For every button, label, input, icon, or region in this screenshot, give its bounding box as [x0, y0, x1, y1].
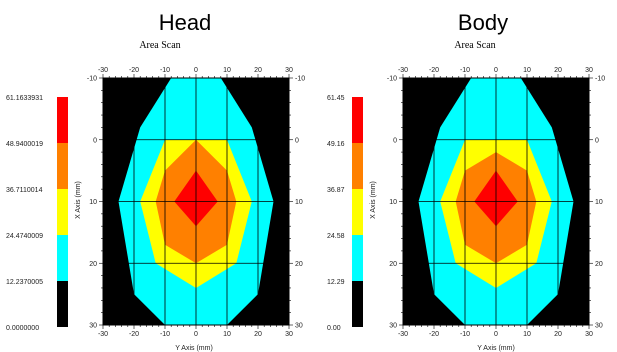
x-tick-label-top: 30	[285, 67, 293, 74]
x-tick-label-bottom: 0	[494, 331, 498, 338]
y-tick-label-right: 30	[295, 323, 303, 330]
y-tick-label-left: 20	[89, 261, 97, 268]
y-tick-label-left: 10	[389, 199, 397, 206]
legend-label: 61.1633931	[6, 95, 43, 102]
x-tick-label-top: 20	[554, 67, 562, 74]
chart-subtitle: Area Scan	[139, 40, 180, 51]
y-tick-label-left: 0	[93, 137, 97, 144]
legend-label: 61.45	[327, 95, 345, 102]
legend-label: 24.58	[327, 233, 345, 240]
x-axis-label: Y Axis (mm)	[477, 345, 515, 352]
legend-swatch	[57, 235, 68, 281]
x-tick-label-bottom: 10	[223, 331, 231, 338]
x-tick-label-bottom: -30	[398, 331, 408, 338]
x-tick-label-top: -30	[398, 67, 408, 74]
x-tick-label-bottom: -10	[160, 331, 170, 338]
legend-swatch	[352, 143, 363, 189]
chart-panel-head: Head Area Scan 61.1633931 48.9400019 36.71…	[6, 10, 305, 352]
legend-swatch	[352, 281, 363, 327]
x-tick-label-top: 10	[223, 67, 231, 74]
legend-label: 49.16	[327, 141, 345, 148]
x-tick-label-top: 20	[254, 67, 262, 74]
x-tick-label-bottom: -10	[460, 331, 470, 338]
y-tick-label-left: -10	[87, 76, 97, 83]
y-tick-label-right: 30	[595, 323, 603, 330]
y-tick-label-right: 20	[595, 261, 603, 268]
x-tick-label-bottom: 30	[585, 331, 593, 338]
x-tick-label-top: -10	[460, 67, 470, 74]
x-tick-label-bottom: 10	[523, 331, 531, 338]
y-tick-label-left: 30	[89, 323, 97, 330]
legend-label: 12.2370005	[6, 279, 43, 286]
y-tick-label-right: 0	[595, 137, 599, 144]
x-tick-label-bottom: -20	[429, 331, 439, 338]
legend-label: 48.9400019	[6, 141, 43, 148]
x-axis-label: Y Axis (mm)	[175, 345, 213, 352]
legend-label: 0.0000000	[6, 325, 39, 332]
chart-subtitle: Area Scan	[454, 40, 495, 51]
y-tick-label-right: -10	[295, 76, 305, 83]
chart-panel-body: Body Area Scan 61.45 49.16 36.87 24.58 12.29…	[327, 10, 605, 352]
x-tick-label-bottom: -30	[98, 331, 108, 338]
y-tick-label-right: 10	[295, 199, 303, 206]
x-tick-label-bottom: 30	[285, 331, 293, 338]
color-legend: 61.1633931 48.9400019 36.7110014 24.4740009…	[6, 95, 68, 332]
y-tick-label-right: -10	[595, 76, 605, 83]
chart-title: Head	[159, 10, 212, 35]
x-tick-label-bottom: 0	[194, 331, 198, 338]
x-tick-label-bottom: 20	[254, 331, 262, 338]
color-legend: 61.45 49.16 36.87 24.58 12.29 0.00	[327, 95, 363, 332]
legend-label: 36.7110014	[6, 187, 43, 194]
x-tick-label-bottom: -20	[129, 331, 139, 338]
legend-label: 36.87	[327, 187, 345, 194]
x-tick-label-top: 0	[494, 67, 498, 74]
y-tick-label-left: 20	[389, 261, 397, 268]
x-tick-label-top: -30	[98, 67, 108, 74]
legend-label: 24.4740009	[6, 233, 43, 240]
legend-label: 12.29	[327, 279, 345, 286]
x-tick-label-bottom: 20	[554, 331, 562, 338]
legend-label: 0.00	[327, 325, 341, 332]
legend-swatch	[352, 189, 363, 235]
y-axis-label: X Axis (mm)	[75, 181, 82, 219]
x-tick-label-top: 0	[194, 67, 198, 74]
legend-swatch	[57, 143, 68, 189]
y-tick-label-left: 10	[89, 199, 97, 206]
legend-swatch	[57, 281, 68, 327]
x-tick-label-top: -10	[160, 67, 170, 74]
x-tick-label-top: -20	[429, 67, 439, 74]
y-tick-label-left: 0	[393, 137, 397, 144]
y-tick-label-left: -10	[387, 76, 397, 83]
chart-title: Body	[458, 10, 508, 35]
y-tick-label-right: 20	[295, 261, 303, 268]
y-tick-label-right: 10	[595, 199, 603, 206]
legend-swatch	[352, 97, 363, 143]
legend-swatch	[57, 97, 68, 143]
y-tick-label-right: 0	[295, 137, 299, 144]
x-tick-label-top: -20	[129, 67, 139, 74]
legend-swatch	[352, 235, 363, 281]
x-tick-label-top: 30	[585, 67, 593, 74]
legend-swatch	[57, 189, 68, 235]
y-axis-label: X Axis (mm)	[370, 181, 377, 219]
x-tick-label-top: 10	[523, 67, 531, 74]
y-tick-label-left: 30	[389, 323, 397, 330]
